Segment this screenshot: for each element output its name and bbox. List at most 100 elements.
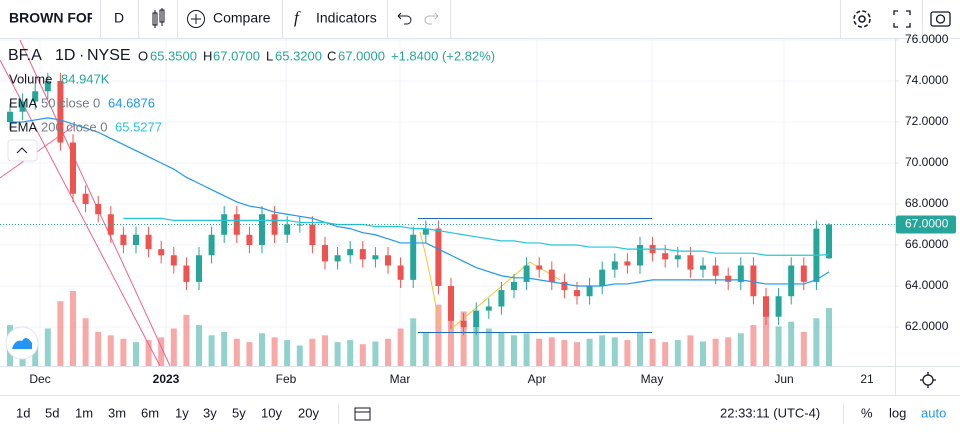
range-button[interactable]: 5d	[45, 405, 59, 420]
candle-body	[536, 265, 543, 270]
candle-body	[674, 255, 681, 260]
volume-bar	[586, 338, 593, 366]
candle-body	[246, 234, 253, 245]
volume-bar	[334, 342, 341, 366]
h-value: 67.0700	[213, 48, 260, 63]
candle-body	[561, 281, 568, 291]
collapse-arrow	[16, 147, 28, 154]
snapshot-icon[interactable]	[930, 11, 951, 27]
volume-bar	[460, 311, 467, 366]
clock: 22:33:11 (UTC-4)	[720, 405, 820, 420]
candle-body	[523, 265, 530, 282]
candle-body	[145, 234, 152, 250]
range-button[interactable]: 3m	[108, 405, 126, 420]
axis-settings-icon[interactable]	[920, 372, 936, 388]
c-value: 67.0000	[338, 48, 385, 63]
range-button[interactable]: 3y	[203, 405, 217, 420]
volume-bar	[271, 337, 278, 366]
bars-icon[interactable]	[152, 8, 165, 28]
time-grid	[39, 39, 785, 366]
volume-bar	[624, 340, 631, 366]
candle-body	[624, 261, 631, 266]
volume-bar	[410, 318, 417, 366]
time-label: Mar	[390, 372, 411, 386]
range-button[interactable]: 5y	[232, 405, 246, 420]
ema1-value: 64.6876	[108, 95, 155, 110]
candle-body	[347, 249, 354, 256]
candle-body	[221, 214, 228, 235]
volume-bar	[120, 338, 127, 366]
candle-body	[359, 249, 366, 260]
y-tick-label: 66.0000	[905, 237, 949, 251]
indicators-button[interactable]: Indicators	[316, 10, 377, 26]
candle-body	[763, 296, 769, 317]
candle-body	[284, 224, 291, 235]
separator: ·	[79, 47, 84, 64]
compare-button[interactable]: Compare	[213, 10, 271, 26]
last-price-label: 67.0000	[905, 217, 949, 231]
candle-body	[196, 255, 202, 282]
fullscreen-icon[interactable]	[893, 10, 911, 28]
percent-toggle[interactable]: %	[861, 405, 873, 420]
exchange: NYSE	[87, 47, 131, 64]
candle-body	[19, 101, 26, 112]
compare-icon[interactable]	[187, 10, 205, 28]
volume-bar	[284, 340, 291, 366]
volume-bar	[170, 328, 177, 366]
volume-bar	[763, 314, 769, 366]
candle-body	[334, 255, 341, 262]
toolbar: BROWN FOR D Compare f Indicators	[0, 0, 960, 39]
candle-body	[498, 290, 505, 307]
candle-body	[82, 193, 89, 204]
indicator-lines	[10, 117, 830, 287]
volume-value: 84.947K	[61, 71, 110, 86]
range-button[interactable]: 1y	[175, 405, 189, 420]
candle-body	[296, 224, 303, 226]
candle-body	[448, 286, 454, 321]
candle-body	[259, 214, 265, 245]
log-toggle[interactable]: log	[889, 405, 906, 420]
auto-toggle[interactable]: auto	[921, 405, 946, 420]
range-button[interactable]: 10y	[261, 405, 282, 420]
volume-bar	[674, 340, 681, 366]
time-label: May	[641, 372, 664, 386]
volume-bar	[233, 338, 240, 366]
collapse-legend[interactable]	[7, 139, 38, 162]
indicators-icon[interactable]: f	[294, 8, 301, 27]
settings-icon[interactable]	[853, 10, 871, 28]
volume-bar	[485, 328, 492, 366]
candle-body	[271, 214, 278, 235]
y-tick-label: 72.0000	[905, 114, 949, 128]
volume-bar	[95, 331, 102, 366]
candle-body	[574, 290, 580, 297]
candle-body	[700, 265, 706, 270]
candle-body	[712, 265, 719, 276]
y-tick-label: 74.0000	[905, 73, 949, 87]
candle-body	[725, 275, 732, 282]
volume-bar	[712, 338, 719, 366]
time-label: Apr	[528, 372, 547, 386]
candle-body	[460, 320, 467, 327]
range-button[interactable]: 1d	[16, 405, 30, 420]
redo-icon[interactable]	[424, 12, 439, 25]
undo-icon[interactable]	[397, 12, 412, 25]
symbol[interactable]: BROWN FOR	[9, 10, 97, 26]
range-button[interactable]: 6m	[141, 405, 159, 420]
volume-bar	[498, 331, 505, 366]
interval[interactable]: D	[114, 10, 124, 26]
candle-body	[32, 91, 39, 102]
volume-bar	[523, 333, 530, 366]
volume-bar	[800, 331, 807, 366]
candle-body	[788, 265, 795, 297]
candle-body	[107, 214, 114, 235]
candle-body	[233, 214, 240, 235]
volume-bar	[737, 333, 744, 366]
range-button[interactable]: 1m	[75, 405, 93, 420]
ema1-params: 50 close 0	[41, 95, 100, 110]
range-button[interactable]: 20y	[298, 405, 319, 420]
date-range-icon[interactable]	[354, 407, 371, 421]
volume-bar	[649, 338, 656, 366]
volume-bar	[561, 340, 568, 366]
candle-body	[397, 265, 404, 280]
